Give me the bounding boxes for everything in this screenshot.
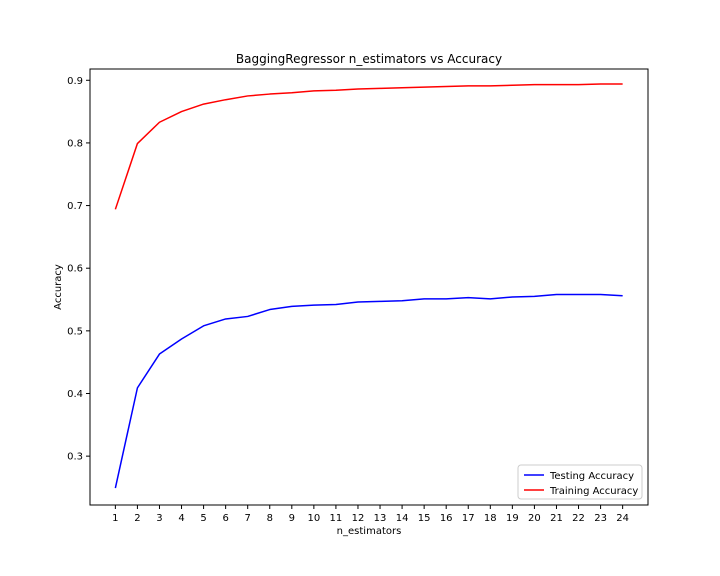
- x-tick-label: 13: [374, 513, 387, 524]
- y-tick-label: 0.8: [67, 138, 83, 149]
- legend-label-testing: Testing Accuracy: [549, 471, 634, 482]
- x-tick-label: 6: [222, 513, 228, 524]
- y-tick-label: 0.5: [67, 326, 83, 337]
- x-tick-label: 5: [200, 513, 206, 524]
- y-axis-label: Accuracy: [53, 264, 64, 310]
- series-line-training: [114, 83, 623, 210]
- y-axis: 0.3 0.4 0.5 0.6 0.7 0.8 0.9: [67, 76, 90, 463]
- y-tick-label: 0.4: [67, 389, 83, 400]
- legend-frame: [517, 464, 643, 500]
- x-tick-label: 11: [330, 513, 343, 524]
- x-tick-label: 20: [528, 513, 541, 524]
- x-tick-label: 10: [307, 513, 320, 524]
- x-tick-label: 7: [245, 513, 251, 524]
- legend: Testing Accuracy Training Accuracy: [517, 464, 643, 500]
- series-group: [114, 83, 623, 489]
- legend-label-training: Training Accuracy: [549, 486, 638, 497]
- plot-area: [89, 68, 649, 506]
- y-tick-label: 0.6: [67, 264, 83, 275]
- x-tick-label: 3: [156, 513, 162, 524]
- x-tick-label: 12: [352, 513, 365, 524]
- x-tick-label: 15: [418, 513, 431, 524]
- y-tick-label: 0.7: [67, 201, 83, 212]
- series-line-testing: [114, 293, 623, 489]
- x-tick-label: 1: [112, 513, 118, 524]
- x-tick-label: 2: [134, 513, 140, 524]
- x-tick-label: 4: [178, 513, 184, 524]
- x-tick-label: 19: [506, 513, 519, 524]
- x-tick-label: 16: [440, 513, 453, 524]
- x-axis: 1 2 3 4 5 6 7 8 9 10 11 12 13 14 15 16 17 18 19 20 21 22 23 24: [112, 505, 629, 524]
- x-tick-label: 22: [572, 513, 585, 524]
- x-tick-label: 24: [616, 513, 629, 524]
- x-tick-label: 23: [594, 513, 607, 524]
- x-tick-label: 14: [396, 513, 409, 524]
- x-tick-label: 8: [267, 513, 273, 524]
- chart-title: BaggingRegressor n_estimators vs Accurac…: [236, 52, 502, 66]
- y-tick-label: 0.3: [67, 452, 83, 463]
- x-axis-label: n_estimators: [337, 526, 402, 537]
- plot-frame: [89, 68, 649, 506]
- y-tick-label: 0.9: [67, 76, 83, 87]
- x-tick-label: 17: [462, 513, 475, 524]
- x-tick-label: 18: [484, 513, 497, 524]
- x-tick-label: 9: [289, 513, 295, 524]
- x-tick-label: 21: [550, 513, 563, 524]
